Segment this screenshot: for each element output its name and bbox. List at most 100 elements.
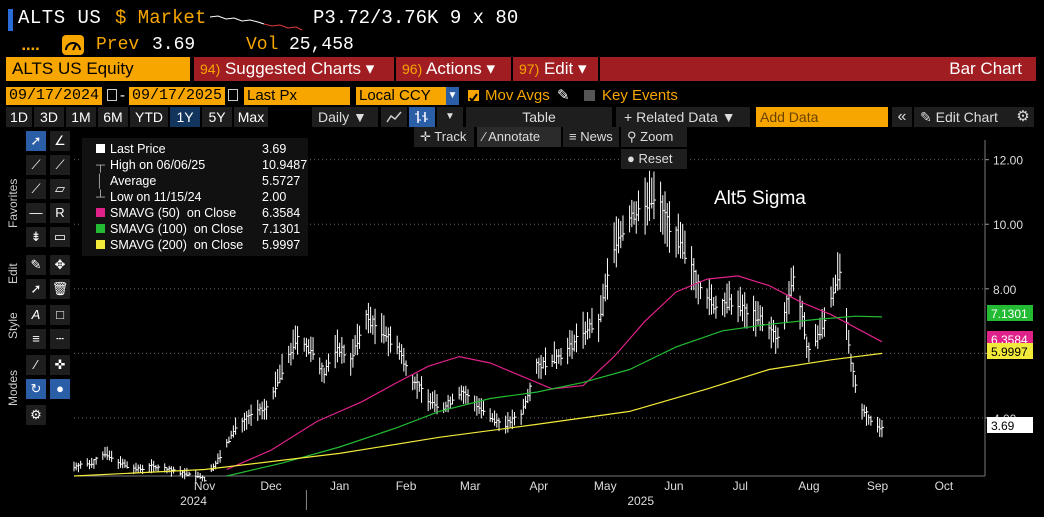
news-label: News <box>580 129 613 144</box>
x-tick-label: Aug <box>798 479 819 493</box>
value-tag <box>987 305 1033 321</box>
annotate-label: Annotate <box>488 129 541 144</box>
reset-button[interactable]: ● Reset <box>621 149 687 169</box>
frequency-select[interactable]: Daily ▼ <box>312 107 378 127</box>
bar-chart-icon[interactable] <box>409 107 435 127</box>
legend-row[interactable]: SMAVG (50) on Close 6.3584 <box>82 205 308 221</box>
period-1y[interactable]: 1Y <box>170 107 200 127</box>
channel-icon[interactable]: ▱ <box>50 179 70 199</box>
collapse-icon[interactable]: « <box>892 107 912 127</box>
currency-select[interactable]: Local CCY <box>356 87 446 105</box>
crosshair-mode-icon[interactable]: ⁄ <box>26 355 46 375</box>
magnet-icon[interactable]: ✜ <box>50 355 70 375</box>
period-6m[interactable]: 6M <box>98 107 128 127</box>
x-tick-label: Jul <box>733 479 748 493</box>
magnifier-icon: ⚲ <box>627 129 637 144</box>
line-style-icon[interactable]: ┄ <box>50 329 70 349</box>
annotate-button[interactable]: ⁄ Annotate <box>477 127 561 147</box>
chevron-down-icon[interactable]: ▼ <box>437 107 463 127</box>
suggested-charts-label: Suggested Charts <box>224 59 362 78</box>
edit-menu-button[interactable]: 97) Edit ▾ <box>513 57 598 81</box>
edit-number: 97) <box>519 61 540 77</box>
track-button[interactable]: ✛ Track <box>414 127 474 147</box>
period-max[interactable]: Max <box>234 107 268 127</box>
edit-chart-button[interactable]: ✎ Edit Chart <box>914 107 1016 127</box>
legend-row[interactable]: ┬ High on 06/06/25 10.9487 <box>82 157 308 173</box>
related-data-button[interactable]: + Related Data ▼ <box>616 107 750 127</box>
pointer-icon[interactable]: ➚ <box>26 131 46 151</box>
legend-value: 5.9997 <box>262 238 301 252</box>
x-tick-label: Jan <box>330 479 349 493</box>
rectangle-icon[interactable]: ▭ <box>50 227 70 247</box>
legend-row[interactable]: SMAVG (200) on Close 5.9997 <box>82 237 308 253</box>
table-button[interactable]: Table <box>466 107 612 127</box>
draw-line-icon[interactable]: ∠ <box>50 131 70 151</box>
actions-label: Actions <box>426 59 482 78</box>
period-selector: 1D 3D 1M 6M YTD 1Y 5Y Max <box>6 107 1036 127</box>
text-r-icon[interactable]: R <box>50 203 70 223</box>
menu-bar: ALTS US Equity 94) Suggested Charts ▾ 96… <box>6 57 1036 81</box>
period-3d[interactable]: 3D <box>34 107 64 127</box>
key-events-checkbox[interactable] <box>584 90 595 101</box>
period-5y[interactable]: 5Y <box>202 107 232 127</box>
fib-icon[interactable]: ⇟ <box>26 227 46 247</box>
period-1d[interactable]: 1D <box>6 107 32 127</box>
line-weight-icon[interactable]: ≡ <box>26 329 46 349</box>
font-icon[interactable]: A <box>26 305 46 325</box>
vol-label: Vol <box>246 35 279 55</box>
gauge-icon[interactable] <box>62 35 84 55</box>
trash-icon[interactable]: 🗑 <box>50 279 70 299</box>
colors-icon[interactable]: ● <box>50 379 70 399</box>
legend-row[interactable]: SMAVG (100) on Close 7.1301 <box>82 221 308 237</box>
reset-label: Reset <box>638 151 673 166</box>
settings-gear-icon[interactable]: ⚙ <box>26 405 46 425</box>
value-tag-label: 5.9997 <box>991 345 1028 359</box>
refresh-mode-icon[interactable]: ↻ <box>26 379 46 399</box>
chevron-down-icon: ▼ <box>353 109 367 125</box>
ray-icon[interactable]: ⟋ <box>50 155 70 175</box>
trendline-icon[interactable]: ⟋ <box>26 155 46 175</box>
move-icon[interactable]: ✥ <box>50 255 70 275</box>
x-tick-label: Dec <box>260 479 281 493</box>
pencil-icon: ✎ <box>920 109 932 125</box>
pencil-icon[interactable]: ✎ <box>557 87 570 104</box>
color-box-icon[interactable]: □ <box>50 305 70 325</box>
zoom-label: Zoom <box>640 129 674 144</box>
period-ytd[interactable]: YTD <box>130 107 168 127</box>
horizontal-line-icon[interactable]: — <box>26 203 46 223</box>
mov-avgs-checkbox[interactable] <box>468 90 479 103</box>
segment-icon[interactable]: ⟋ <box>26 179 46 199</box>
security-color-bar <box>8 9 13 31</box>
legend-row[interactable]: │ Average 5.5727 <box>82 173 308 189</box>
period-1m[interactable]: 1M <box>66 107 96 127</box>
legend-swatch <box>96 208 105 217</box>
zoom-button[interactable]: ⚲ Zoom <box>621 127 687 147</box>
x-tick-label: May <box>594 479 617 493</box>
brush-icon[interactable]: ✎ <box>26 255 46 275</box>
select-icon[interactable]: ➚ <box>26 279 46 299</box>
calendar-icon[interactable] <box>107 89 117 101</box>
gear-icon[interactable]: ⚙ <box>1012 107 1034 127</box>
bid-ask-quote: P3.72/3.76K 9 x 80 <box>313 7 519 29</box>
actions-button[interactable]: 96) Actions ▾ <box>396 57 511 81</box>
modes-label: Modes <box>6 369 20 407</box>
y-tick-label: 10.00 <box>993 218 1023 232</box>
end-date-field[interactable]: 09/17/2025 <box>129 87 225 105</box>
suggested-charts-button[interactable]: 94) Suggested Charts ▾ <box>194 57 394 81</box>
legend-row[interactable]: ┴ Low on 11/15/24 2.00 <box>82 189 308 205</box>
chevron-down-icon: ▼ <box>721 109 736 125</box>
line-chart-icon[interactable] <box>381 107 407 127</box>
chevron-down-icon[interactable]: ▼ <box>446 87 459 105</box>
legend-marker: │ <box>96 174 104 188</box>
start-date-field[interactable]: 09/17/2024 <box>6 87 102 105</box>
value-tag-label: 3.69 <box>991 419 1015 433</box>
legend-row[interactable]: Last Price 3.69 <box>82 141 308 157</box>
edit-chart-label: Edit Chart <box>935 109 998 125</box>
price-field-select[interactable]: Last Px <box>244 87 350 105</box>
news-button[interactable]: ≡ News <box>563 127 619 147</box>
calendar-icon[interactable] <box>228 89 238 101</box>
add-data-input[interactable]: Add Data <box>756 107 888 127</box>
intraday-sparkline <box>209 15 303 31</box>
security-field[interactable]: ALTS US Equity <box>6 57 190 81</box>
